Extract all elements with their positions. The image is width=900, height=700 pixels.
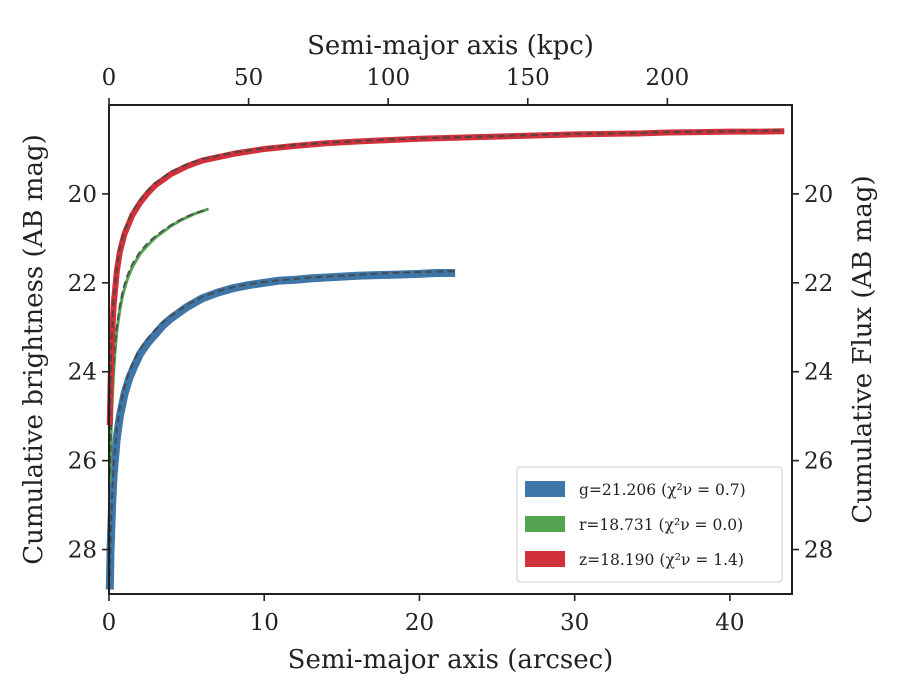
right-y-tick-label: 20 xyxy=(804,182,833,208)
legend-swatch-z xyxy=(525,551,565,567)
top-x-tick-label: 150 xyxy=(506,65,550,91)
y-tick-label: 28 xyxy=(68,538,97,564)
right-y-tick-label: 22 xyxy=(804,271,833,297)
series-g-band xyxy=(105,269,456,590)
top-x-tick-label: 100 xyxy=(366,65,410,91)
series-g-model-line xyxy=(108,270,456,577)
legend-swatch-r xyxy=(525,516,565,532)
legend: g=21.206 (χ²ν = 0.7) r=18.731 (χ²ν = 0.0)… xyxy=(516,466,783,583)
right-y-tick-label: 28 xyxy=(804,538,833,564)
legend-box xyxy=(516,466,783,583)
legend-swatch-g xyxy=(525,481,565,497)
top-x-tick-label: 200 xyxy=(645,65,689,91)
right-y-tick-label: 24 xyxy=(804,360,833,386)
legend-label-r: r=18.731 (χ²ν = 0.0) xyxy=(579,516,743,534)
y-axis-title: Cumulative brightness (AB mag) xyxy=(19,134,49,565)
right-axis-title: Cumulative Flux (AB mag) xyxy=(848,175,878,523)
y-tick-label: 20 xyxy=(68,182,97,208)
y-tick-label: 22 xyxy=(68,271,97,297)
x-tick-label: 20 xyxy=(405,610,434,636)
plot-frame xyxy=(108,104,793,595)
series-layer xyxy=(105,128,785,590)
y-tick-label: 26 xyxy=(68,449,97,475)
right-y-tick-label: 26 xyxy=(804,449,833,475)
ticks-layer: 0 10 20 30 40 0 50 100 150 200 20 22 24 26 28 20 22 24 26 2… xyxy=(68,65,834,636)
x-axis-title: Semi-major axis (arcsec) xyxy=(288,645,614,675)
top-x-tick-label: 0 xyxy=(102,65,117,91)
series-z-model-line xyxy=(108,129,785,417)
x-tick-label: 40 xyxy=(715,610,744,636)
x-tick-label: 30 xyxy=(560,610,589,636)
legend-label-g: g=21.206 (χ²ν = 0.7) xyxy=(579,481,746,499)
y-tick-label: 24 xyxy=(68,360,97,386)
top-x-tick-label: 50 xyxy=(234,65,263,91)
x-tick-label: 10 xyxy=(250,610,279,636)
legend-label-z: z=18.190 (χ²ν = 1.4) xyxy=(579,551,744,569)
x-tick-label: 0 xyxy=(102,610,117,636)
top-axis-title: Semi-major axis (kpc) xyxy=(307,31,594,61)
